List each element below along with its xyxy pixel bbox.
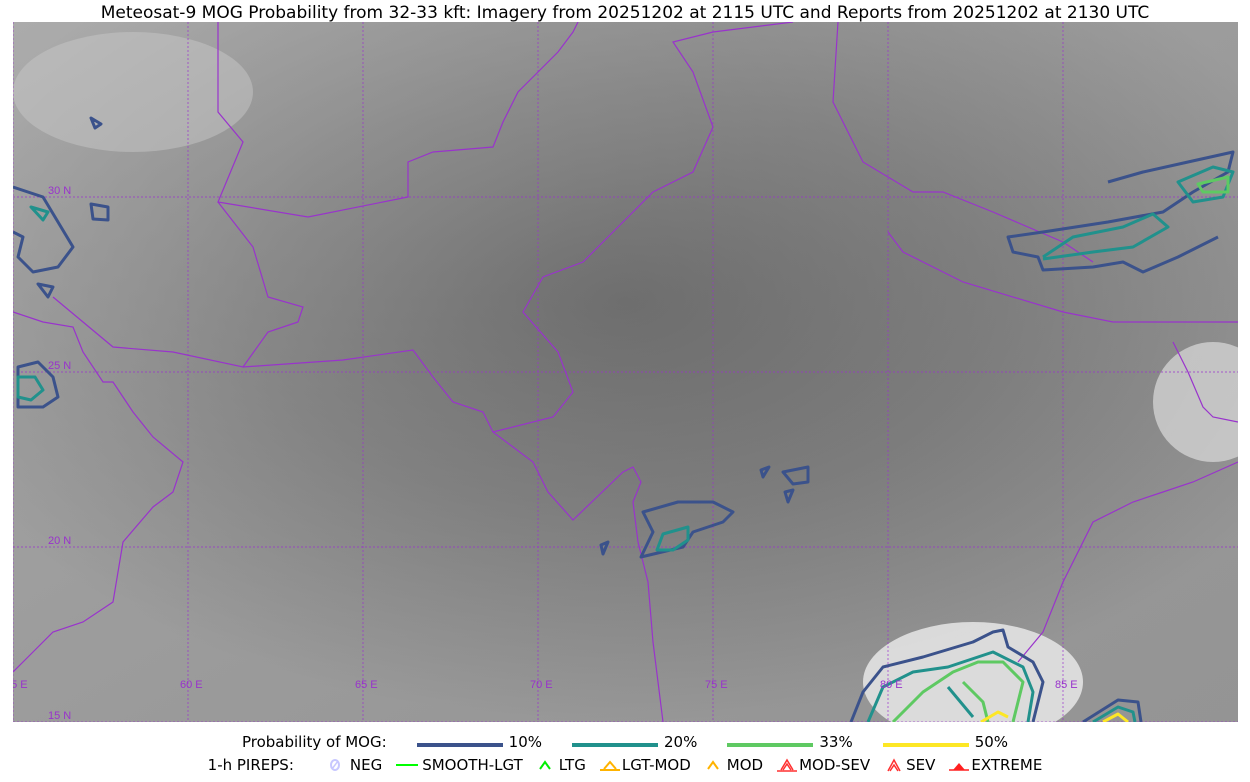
lon-label: 80 E xyxy=(880,679,903,691)
pirep-label: NEG xyxy=(349,756,383,774)
probability-legend: Probability of MOG: 10% 20% 33% 50% xyxy=(0,733,1250,751)
pirep-legend-title: 1-h PIREPS: xyxy=(207,756,294,774)
level-label: 33% xyxy=(819,733,853,751)
level-swatch xyxy=(572,743,659,747)
pirep-legend: 1-h PIREPS: NEG SMOOTH-LGT LTG LGT-MOD MOD MO… xyxy=(0,756,1250,774)
pirep-legend-item: SMOOTH-LGT xyxy=(396,756,523,774)
lon-label: 65 E xyxy=(355,679,378,691)
pirep-legend-item: MOD-SEV xyxy=(777,756,870,774)
line-icon xyxy=(396,764,419,766)
mog-contours xyxy=(13,116,1235,722)
lon-label: 60 E xyxy=(180,679,203,691)
map-title: Meteosat-9 MOG Probability from 32-33 kf… xyxy=(100,3,1150,23)
double-caret-bar-icon xyxy=(777,758,798,772)
pirep-legend-item: MOD xyxy=(705,756,763,774)
level-label: 20% xyxy=(664,733,698,751)
lon-label: 75 E xyxy=(705,679,728,691)
lat-label: 25 N xyxy=(48,360,71,372)
double-caret-icon xyxy=(887,758,901,772)
pirep-label: MOD xyxy=(726,756,764,774)
caret-icon xyxy=(706,760,719,770)
country-borders xyxy=(13,22,1238,722)
pirep-label: LGT-MOD xyxy=(621,756,691,774)
probability-legend-title: Probability of MOG: xyxy=(241,733,387,751)
lat-label: 20 N xyxy=(48,535,71,547)
lon-label: 70 E xyxy=(530,679,553,691)
pirep-legend-item: LGT-MOD xyxy=(599,756,691,774)
level-swatch xyxy=(882,743,969,747)
pirep-legend-item: EXTREME xyxy=(949,756,1042,774)
level-swatch xyxy=(727,743,814,747)
level-swatch xyxy=(416,743,503,747)
pirep-label: EXTREME xyxy=(971,756,1043,774)
pirep-label: MOD-SEV xyxy=(799,756,871,774)
pirep-legend-item: LTG xyxy=(537,756,586,774)
lat-lon-grid xyxy=(13,22,1238,722)
pirep-label: LTG xyxy=(558,756,586,774)
filled-triangle-icon xyxy=(949,763,970,771)
level-label: 50% xyxy=(974,733,1009,751)
neg-circle-icon xyxy=(329,759,340,771)
lat-label: 30 N xyxy=(48,185,71,197)
pirep-legend-item: NEG xyxy=(328,756,382,774)
pirep-label: SMOOTH-LGT xyxy=(422,756,523,774)
grid-labels: 55 E 60 E 65 E 70 E 75 E 80 E 85 E 15 N 20 N 25 N… xyxy=(13,185,1078,722)
caret-bar-icon xyxy=(599,760,620,771)
satellite-map: 55 E 60 E 65 E 70 E 75 E 80 E 85 E 15 N 20 N 25 N… xyxy=(13,22,1238,722)
level-label: 10% xyxy=(508,733,543,751)
lon-label: 55 E xyxy=(13,679,28,691)
pirep-label: SEV xyxy=(906,756,936,774)
pirep-legend-item: SEV xyxy=(884,756,935,774)
lon-label: 85 E xyxy=(1055,679,1078,691)
caret-icon xyxy=(538,760,551,770)
lat-label: 15 N xyxy=(48,710,71,722)
